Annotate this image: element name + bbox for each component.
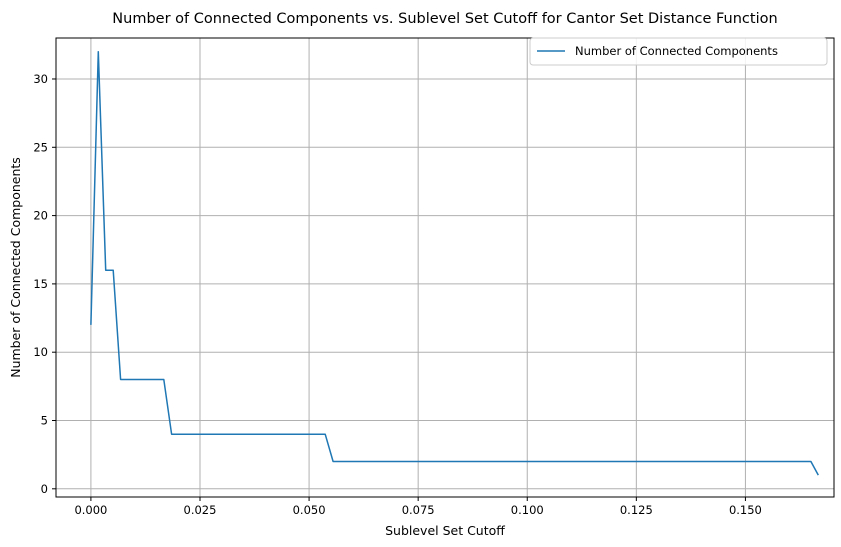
series-line — [90, 50, 819, 476]
y-tick-label: 5 — [41, 414, 48, 428]
grid-lines — [56, 38, 834, 497]
y-tick-label: 20 — [33, 209, 48, 223]
legend: Number of Connected Components — [529, 37, 828, 66]
y-tick-label: 25 — [33, 140, 48, 154]
y-axis-ticks: 0 5 10 15 20 25 30 — [33, 72, 56, 496]
y-tick-label: 15 — [33, 277, 48, 291]
chart-title: Number of Connected Components vs. Suble… — [112, 11, 777, 27]
x-tick-label: 0.025 — [184, 503, 217, 517]
x-tick-label: 0.000 — [74, 503, 107, 517]
x-tick-label: 0.100 — [511, 503, 544, 517]
legend-box — [529, 37, 828, 66]
x-tick-label: 0.125 — [620, 503, 653, 517]
y-tick-label: 10 — [33, 345, 48, 359]
x-tick-label: 0.075 — [402, 503, 435, 517]
series-group — [90, 50, 819, 476]
y-tick-label: 0 — [41, 482, 48, 496]
legend-label: Number of Connected Components — [575, 44, 778, 58]
y-tick-label: 30 — [33, 72, 48, 86]
x-tick-label: 0.150 — [729, 503, 762, 517]
x-tick-label: 0.050 — [293, 503, 326, 517]
y-axis-label: Number of Connected Components — [8, 157, 23, 378]
x-axis-ticks: 0.000 0.025 0.050 0.075 0.100 0.125 0.150 — [74, 497, 762, 517]
x-axis-label: Sublevel Set Cutoff — [385, 523, 505, 538]
plot-frame — [55, 37, 835, 498]
